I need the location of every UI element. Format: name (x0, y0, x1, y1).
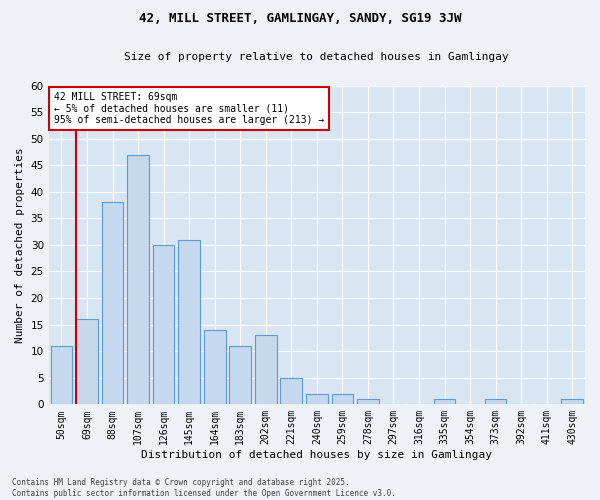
Bar (127, 154, 149, 404)
Text: 42 MILL STREET: 69sqm
← 5% of detached houses are smaller (11)
95% of semi-detac: 42 MILL STREET: 69sqm ← 5% of detached h… (54, 92, 324, 125)
Bar (562, 399, 583, 404)
Bar (357, 399, 379, 404)
Bar (76, 320, 98, 404)
Bar (434, 399, 455, 404)
Bar (101, 202, 124, 404)
Bar (204, 330, 226, 404)
Bar (332, 394, 353, 404)
Title: Size of property relative to detached houses in Gamlingay: Size of property relative to detached ho… (124, 52, 509, 62)
X-axis label: Distribution of detached houses by size in Gamlingay: Distribution of detached houses by size … (142, 450, 493, 460)
Bar (255, 336, 277, 404)
Bar (178, 240, 200, 404)
Bar (306, 394, 328, 404)
Y-axis label: Number of detached properties: Number of detached properties (15, 147, 25, 343)
Bar (229, 346, 251, 405)
Text: 42, MILL STREET, GAMLINGAY, SANDY, SG19 3JW: 42, MILL STREET, GAMLINGAY, SANDY, SG19 … (139, 12, 461, 26)
Bar (153, 245, 175, 404)
Text: Contains HM Land Registry data © Crown copyright and database right 2025.
Contai: Contains HM Land Registry data © Crown c… (12, 478, 396, 498)
Bar (280, 378, 302, 404)
Bar (485, 399, 506, 404)
Bar (50, 346, 72, 405)
